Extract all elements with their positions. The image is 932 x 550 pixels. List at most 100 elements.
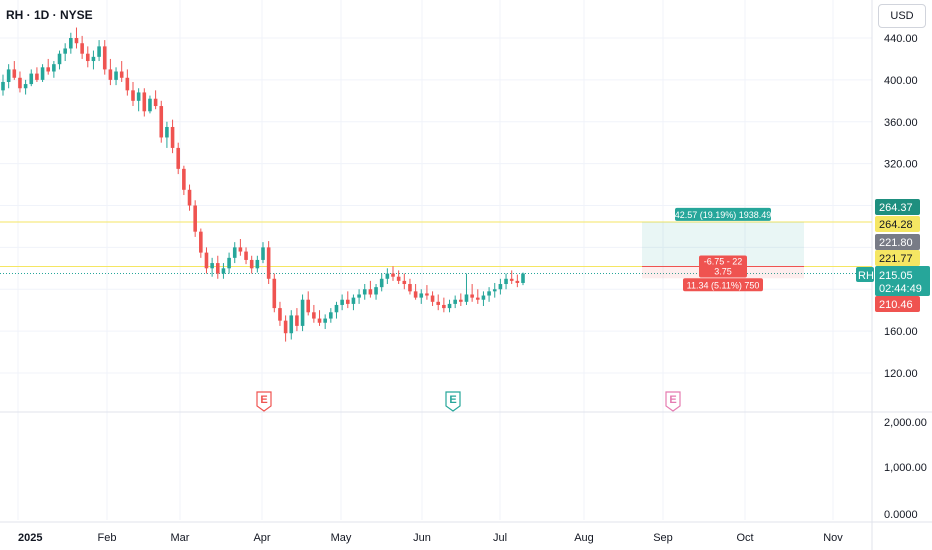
candle-body — [442, 304, 446, 309]
price-tick-label: 440.00 — [884, 33, 918, 45]
earnings-icon — [256, 391, 272, 412]
candle-body — [238, 247, 243, 252]
time-label: May — [331, 532, 352, 544]
candle-body — [402, 280, 407, 285]
candle-body — [357, 294, 361, 298]
price-tick-label: 120.00 — [884, 368, 918, 380]
earnings-icon — [665, 391, 681, 412]
earnings-label: E — [260, 394, 267, 406]
candle-body — [521, 273, 525, 283]
candle-body — [159, 106, 164, 138]
candle-body — [187, 189, 192, 206]
candle-body — [232, 247, 237, 258]
candle-body — [131, 90, 135, 101]
candle-body — [46, 67, 51, 72]
candle-body — [249, 259, 254, 269]
candle-body — [119, 71, 124, 78]
stop-label: 11.34 (5.11%) 750 — [687, 280, 760, 290]
symbol-title[interactable]: RH · 1D · NYSE — [6, 8, 93, 22]
candle-body — [475, 297, 480, 300]
tag-yellow-mid: 221.77 — [879, 253, 913, 265]
candle-body — [6, 69, 11, 82]
time-label: Aug — [574, 532, 594, 544]
candle-body — [340, 299, 344, 305]
tag-stop-bg — [875, 296, 920, 312]
time-label: Mar — [171, 532, 190, 544]
center-label-bg — [699, 255, 747, 278]
time-label: Oct — [736, 532, 753, 544]
tag-yellow-top-bg — [875, 216, 920, 232]
candle-body — [176, 147, 181, 169]
earnings-label: E — [449, 394, 456, 406]
candle-body — [464, 294, 469, 302]
time-label: Jun — [413, 532, 431, 544]
time-axis: 2025 Feb Mar Apr May Jun Jul Aug Sep Oct Nov — [18, 532, 843, 544]
time-label: Feb — [98, 532, 117, 544]
candle-body — [504, 278, 508, 285]
tag-gray-bg — [875, 234, 920, 250]
candle-body — [148, 98, 152, 112]
candle-body — [283, 320, 288, 334]
time-label: Jul — [493, 532, 507, 544]
candle-body — [351, 297, 356, 304]
candle-body — [419, 293, 424, 298]
volume-tick-label: 1,000.00 — [884, 462, 927, 474]
candle-body — [108, 69, 113, 80]
candle-body — [509, 278, 514, 281]
candle-body — [266, 247, 271, 279]
candle-body — [255, 259, 260, 269]
tag-target: 264.37 — [879, 202, 913, 214]
candle-body — [498, 284, 503, 290]
candle-body — [182, 168, 186, 190]
tag-yellow-top: 264.28 — [879, 219, 913, 231]
candle-body — [165, 126, 169, 138]
candle-body — [374, 287, 378, 295]
candle-body — [312, 312, 316, 319]
tag-gray: 221.80 — [879, 237, 913, 249]
candle-body — [368, 289, 373, 295]
price-tick-label: 360.00 — [884, 117, 918, 129]
candle-body — [306, 299, 311, 313]
center-label-1: -6.75 - 22 — [704, 256, 743, 266]
candle-body — [40, 67, 45, 80]
candle-body — [142, 92, 147, 112]
candle-body — [323, 318, 327, 323]
candle-body — [391, 273, 395, 277]
candle-body — [57, 53, 62, 65]
tag-stop: 210.46 — [879, 299, 913, 311]
candle-body — [515, 280, 520, 283]
candle-body — [317, 318, 322, 323]
candle-body — [18, 77, 22, 89]
candle-body — [436, 301, 441, 305]
candle-body — [385, 273, 390, 279]
candle-body — [481, 295, 486, 300]
candle-body — [136, 92, 141, 101]
center-label-2: 3.75 — [714, 266, 732, 276]
candle-body — [69, 38, 73, 49]
price-tick-label: 160.00 — [884, 326, 918, 338]
tag-current: 215.05 — [879, 270, 913, 282]
time-label: Nov — [823, 532, 843, 544]
candle-body — [35, 73, 39, 80]
candle-body — [300, 299, 305, 326]
candle-body — [295, 315, 299, 326]
candle-body — [125, 77, 130, 91]
candle-body — [492, 289, 497, 292]
position-tool: 42.57 (19.19%) 1938.49 -6.75 - 223.75 11.3… — [642, 207, 804, 292]
stop-label-bg — [683, 278, 763, 292]
candle-body — [379, 278, 384, 288]
candle-body — [170, 126, 175, 148]
candle-body — [210, 263, 214, 269]
candle-body — [244, 251, 248, 260]
tag-current-bg — [875, 266, 930, 296]
currency-button[interactable]: USD — [878, 4, 926, 28]
volume-tick-label: 2,000.00 — [884, 417, 927, 429]
candle-body — [362, 289, 367, 295]
candle-body — [74, 38, 79, 44]
time-label: Sep — [653, 532, 673, 544]
candle-body — [272, 278, 277, 309]
candle-body — [425, 293, 429, 296]
